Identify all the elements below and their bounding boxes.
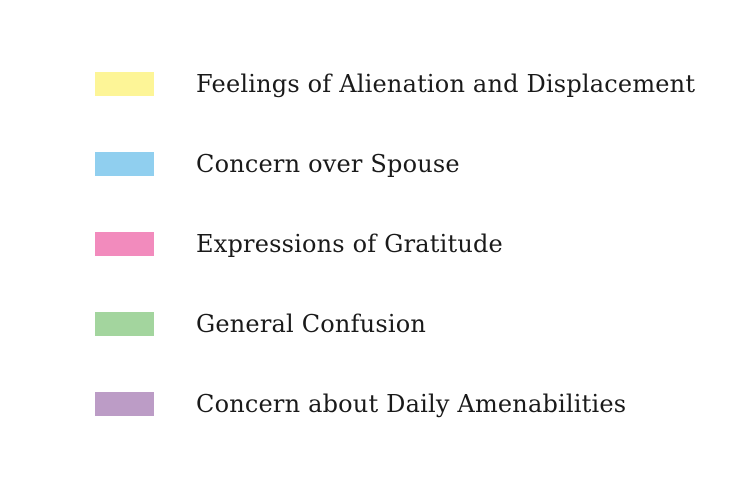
legend-label-gratitude: Expressions of Gratitude (196, 230, 503, 258)
legend-swatch-confusion (95, 312, 154, 336)
legend-label-confusion: General Confusion (196, 310, 427, 338)
legend-swatch-amenabilities (95, 392, 154, 416)
legend-label-spouse: Concern over Spouse (196, 150, 460, 178)
legend-swatch-gratitude (95, 232, 154, 256)
legend-item-confusion: General Confusion (95, 310, 427, 338)
legend-label-amenabilities: Concern about Daily Amenabilities (196, 390, 627, 418)
legend-item-gratitude: Expressions of Gratitude (95, 230, 503, 258)
legend-swatch-alienation (95, 72, 154, 96)
legend-item-amenabilities: Concern about Daily Amenabilities (95, 390, 627, 418)
legend-label-alienation: Feelings of Alienation and Displacement (196, 70, 696, 98)
legend-swatch-spouse (95, 152, 154, 176)
legend-item-alienation: Feelings of Alienation and Displacement (95, 70, 696, 98)
legend-item-spouse: Concern over Spouse (95, 150, 460, 178)
